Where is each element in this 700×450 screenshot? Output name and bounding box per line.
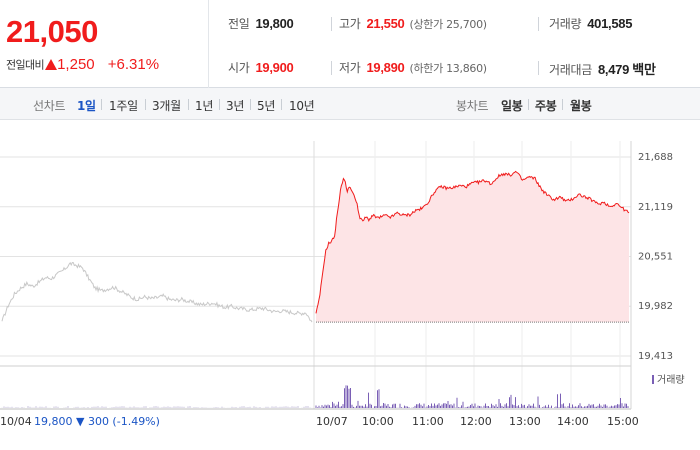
chart-tab-bar: 선차트 1일 1주일 3개월 1년 3년 5년 10년 봉차트 일봉 주봉 월봉: [0, 88, 700, 120]
stat-label: 거래량: [549, 17, 582, 31]
stat-high: 고가 21,550 (상한가 25,700): [339, 15, 487, 33]
stat-value: 19,900: [255, 60, 294, 75]
x-tick-label: 10:00: [362, 415, 394, 428]
y-tick-label: 20,551: [638, 251, 673, 262]
x-tick-label: 15:00: [607, 415, 639, 428]
change-amount: 1,250: [57, 56, 95, 73]
stat-value: 19,890: [366, 60, 405, 75]
quote-summary: 21,050 전일대비 1,250 +6.31% 전일 19,800 고가 21,55…: [0, 0, 700, 88]
line-chart-caption: 선차트: [33, 99, 66, 113]
today-area: [316, 171, 629, 323]
divider: [250, 99, 251, 110]
divider: [101, 99, 102, 110]
y-tick-label: 19,413: [638, 351, 673, 362]
change-caption: 전일대비: [6, 58, 45, 72]
up-arrow-icon: [45, 59, 58, 70]
x-tick-label: 11:00: [412, 415, 444, 428]
stat-label: 전일: [228, 17, 250, 31]
lower-limit: (하한가 13,860): [409, 62, 487, 75]
stat-label: 고가: [339, 17, 361, 31]
current-price: 21,050: [6, 14, 98, 49]
divider: [528, 99, 529, 110]
tab-1w[interactable]: 1주일: [109, 99, 138, 113]
x-tick-label: 12:00: [460, 415, 492, 428]
volume-legend-swatch: [652, 375, 654, 384]
tab-monthly-candle[interactable]: 월봉: [570, 99, 592, 113]
tab-daily-candle[interactable]: 일봉: [501, 99, 523, 113]
divider: [538, 17, 539, 31]
tab-1y[interactable]: 1년: [195, 99, 214, 113]
tab-5y[interactable]: 5년: [257, 99, 276, 113]
stat-label: 거래대금: [549, 63, 592, 77]
y-axis-labels: 21,688 21,119 20,551 19,982 19,413: [638, 152, 673, 362]
change-line: 전일대비 1,250 +6.31%: [6, 54, 159, 73]
stat-value: 19,800: [255, 16, 294, 31]
y-tick-label: 21,688: [638, 152, 673, 163]
volume-legend-label: 거래량: [657, 375, 685, 386]
x-tick-label: 10/07: [316, 415, 348, 428]
stat-open: 시가 19,900: [228, 59, 294, 77]
divider: [219, 99, 220, 110]
divider: [145, 99, 146, 110]
tab-3y[interactable]: 3년: [226, 99, 245, 113]
price-chart-svg: 21,688 21,119 20,551 19,982 19,413 10/07 10:0…: [0, 141, 673, 428]
price-chart: 21,688 21,119 20,551 19,982 19,413 10/07 10:0…: [0, 121, 700, 450]
area-layer: [316, 171, 629, 323]
divider: [281, 99, 282, 110]
today-line: [315, 170, 630, 314]
candle-chart-caption: 봉차트: [456, 99, 489, 113]
stat-trade-value: 거래대금 8,479 백만: [549, 59, 656, 77]
stat-value: 8,479 백만: [597, 62, 656, 77]
stat-value: 21,550: [366, 16, 405, 31]
prev-day-summary: 19,800 ▼ 300 (-1.49%): [34, 415, 160, 428]
stat-low: 저가 19,890 (하한가 13,860): [339, 59, 487, 77]
volume-bars: [1, 385, 629, 408]
divider: [331, 17, 332, 31]
stat-label: 저가: [339, 61, 361, 75]
x-axis-labels: 10/07 10:00 11:00 12:00 13:00 14:00 15:00 10/04…: [0, 415, 639, 428]
stat-prev-close: 전일 19,800: [228, 15, 294, 33]
x-tick-label: 10/04: [0, 415, 32, 428]
grid: [0, 141, 632, 410]
stat-volume: 거래량 401,585: [549, 15, 632, 33]
y-tick-label: 21,119: [638, 202, 673, 213]
stat-value: 401,585: [587, 16, 633, 31]
tab-10y[interactable]: 10년: [289, 99, 315, 113]
divider: [538, 61, 539, 75]
tab-weekly-candle[interactable]: 주봉: [535, 99, 557, 113]
tab-1d[interactable]: 1일: [77, 99, 96, 113]
tab-3m[interactable]: 3개월: [152, 99, 181, 113]
stat-label: 시가: [228, 61, 250, 75]
x-tick-label: 13:00: [509, 415, 541, 428]
prev-day-line: [1, 261, 313, 323]
line-layer: [1, 170, 630, 323]
x-tick-label: 14:00: [557, 415, 589, 428]
divider: [562, 99, 563, 110]
divider: [331, 61, 332, 75]
divider: [188, 99, 189, 110]
change-rate: +6.31%: [107, 56, 160, 73]
upper-limit: (상한가 25,700): [409, 18, 487, 31]
y-tick-label: 19,982: [638, 301, 673, 312]
price-box: 21,050 전일대비 1,250 +6.31%: [0, 0, 209, 88]
volume-legend: 거래량: [652, 371, 685, 386]
